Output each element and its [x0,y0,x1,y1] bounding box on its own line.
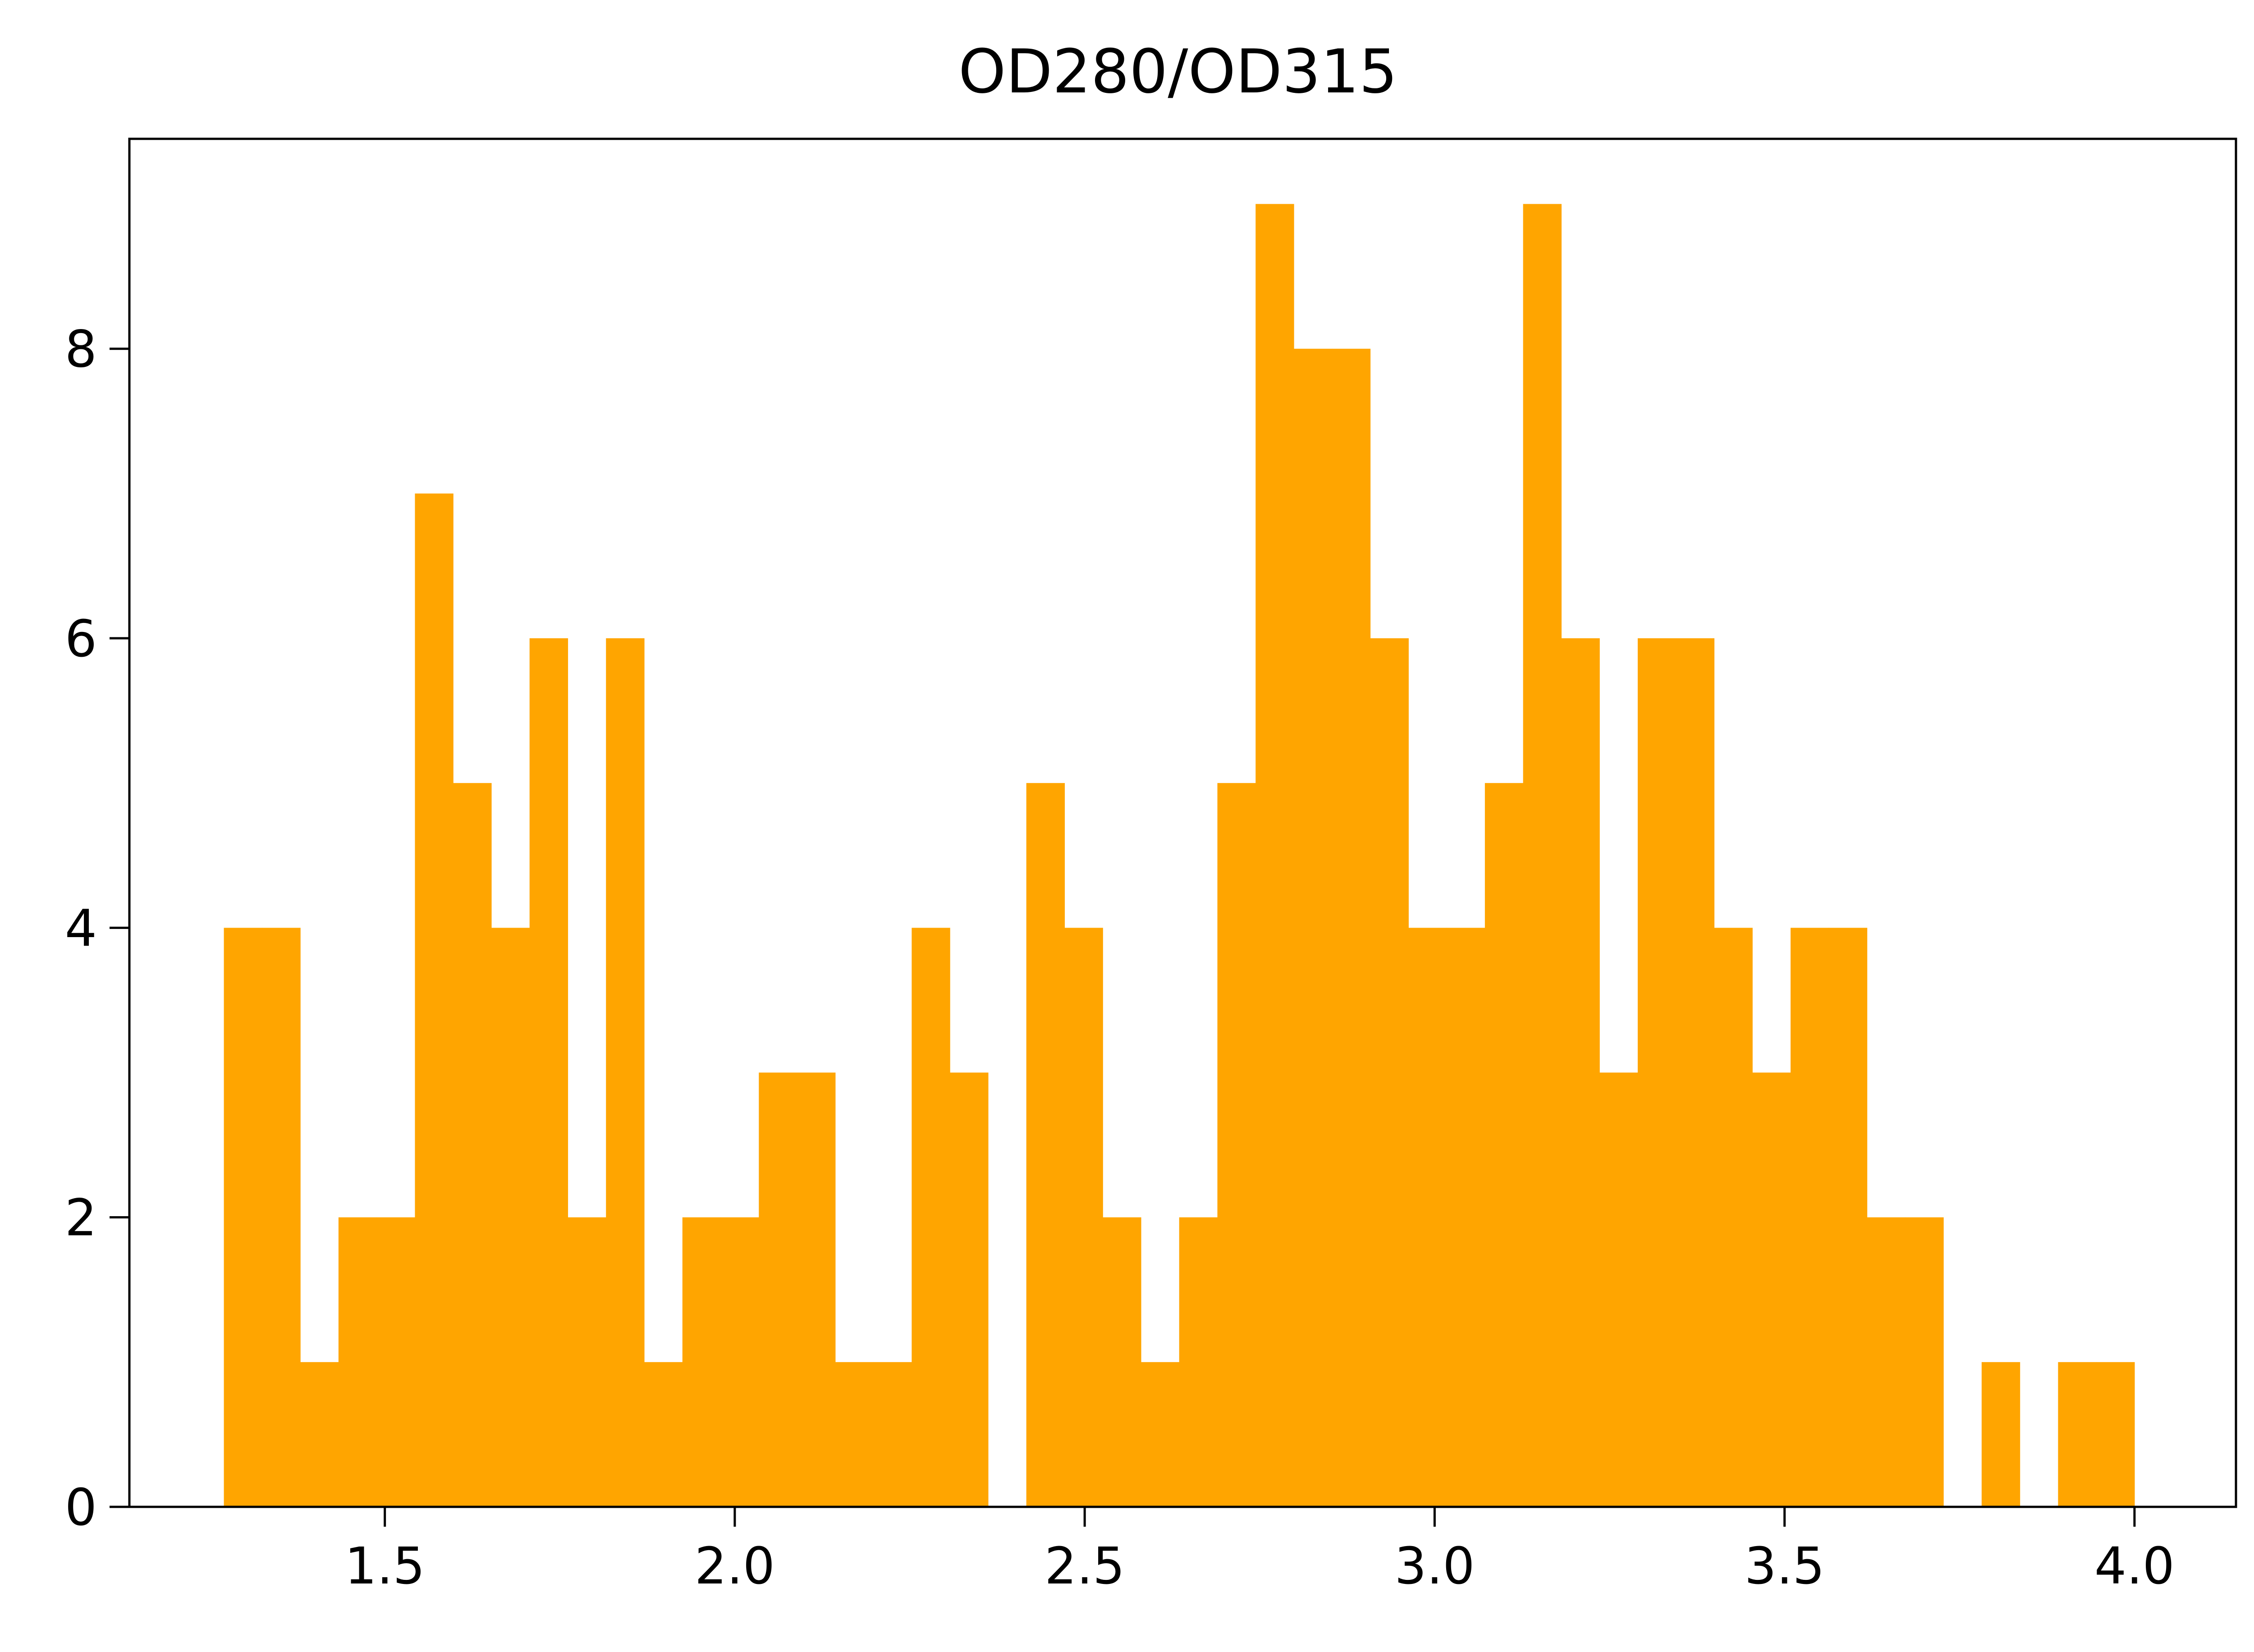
y-axis-tick-label: 6 [65,610,97,668]
y-axis-tick-label: 0 [65,1478,97,1537]
histogram-bar [262,928,301,1507]
axes-layer: 1.5 2.0 2.5 3.0 3.5 4.0 0 2 4 6 8 [65,137,2237,1596]
histogram-bar [2096,1362,2135,1507]
histogram-bar [1179,1217,1218,1507]
x-axis-tick-label: 4.0 [2094,1537,2175,1596]
histogram-bar [873,1362,912,1507]
histogram-bar [606,638,645,1507]
histogram-bar [1408,928,1447,1507]
histogram-bar [1752,1072,1791,1507]
chart-title: OD280/OD315 [958,37,1397,107]
histogram-bar [644,1362,683,1507]
histogram-bar [1332,348,1371,1507]
histogram-bar [1637,638,1677,1507]
bars-layer [224,204,2135,1507]
histogram-bar [835,1362,874,1507]
histogram-bar [1981,1362,2020,1507]
histogram-bar [1026,783,1065,1507]
histogram-bar [1255,204,1294,1507]
histogram-bar [1484,783,1524,1507]
histogram-bar [759,1072,797,1507]
histogram-bar [338,1217,377,1507]
x-axis-tick-label: 3.5 [1745,1537,1825,1596]
histogram-bar [1599,1072,1638,1507]
histogram-bar [224,928,262,1507]
histogram-bar [1867,1217,1906,1507]
x-axis-tick-label: 2.0 [695,1537,775,1596]
plot-frame [128,137,2237,1508]
histogram-bar [415,493,454,1507]
histogram-bar [1447,928,1485,1507]
histogram-bar [1103,1217,1141,1507]
histogram-bar [720,1217,759,1507]
histogram-bar [453,783,492,1507]
histogram-bar [682,1217,721,1507]
x-axis-tick-label: 1.5 [345,1537,425,1596]
histogram-bar [1370,638,1409,1507]
y-axis-tick-label: 4 [65,899,97,958]
histogram-bar [1561,638,1600,1507]
histogram-bar [376,1217,416,1507]
histogram-bar [568,1217,606,1507]
histogram-bar [1523,204,1562,1507]
y-axis-tick-label: 8 [65,320,97,379]
histogram-bar [797,1072,836,1507]
x-axis-tick-label: 3.0 [1394,1537,1475,1596]
histogram-bar [529,638,568,1507]
histogram-bar [1217,783,1256,1507]
histogram-bar [491,928,530,1507]
histogram-bar [1141,1362,1180,1507]
histogram-bar [1714,928,1753,1507]
histogram-bar [950,1072,989,1507]
histogram-bar [2058,1362,2097,1507]
histogram-bar [1676,638,1715,1507]
histogram-bar [1828,928,1868,1507]
histogram-bar [1790,928,1829,1507]
histogram-bar [1064,928,1103,1507]
histogram-bar [1905,1217,1944,1507]
histogram-bar [912,928,950,1507]
y-axis-tick-label: 2 [65,1189,97,1248]
histogram-bar [1294,348,1333,1507]
x-axis-tick-label: 2.5 [1045,1537,1125,1596]
histogram-bar [300,1362,339,1507]
